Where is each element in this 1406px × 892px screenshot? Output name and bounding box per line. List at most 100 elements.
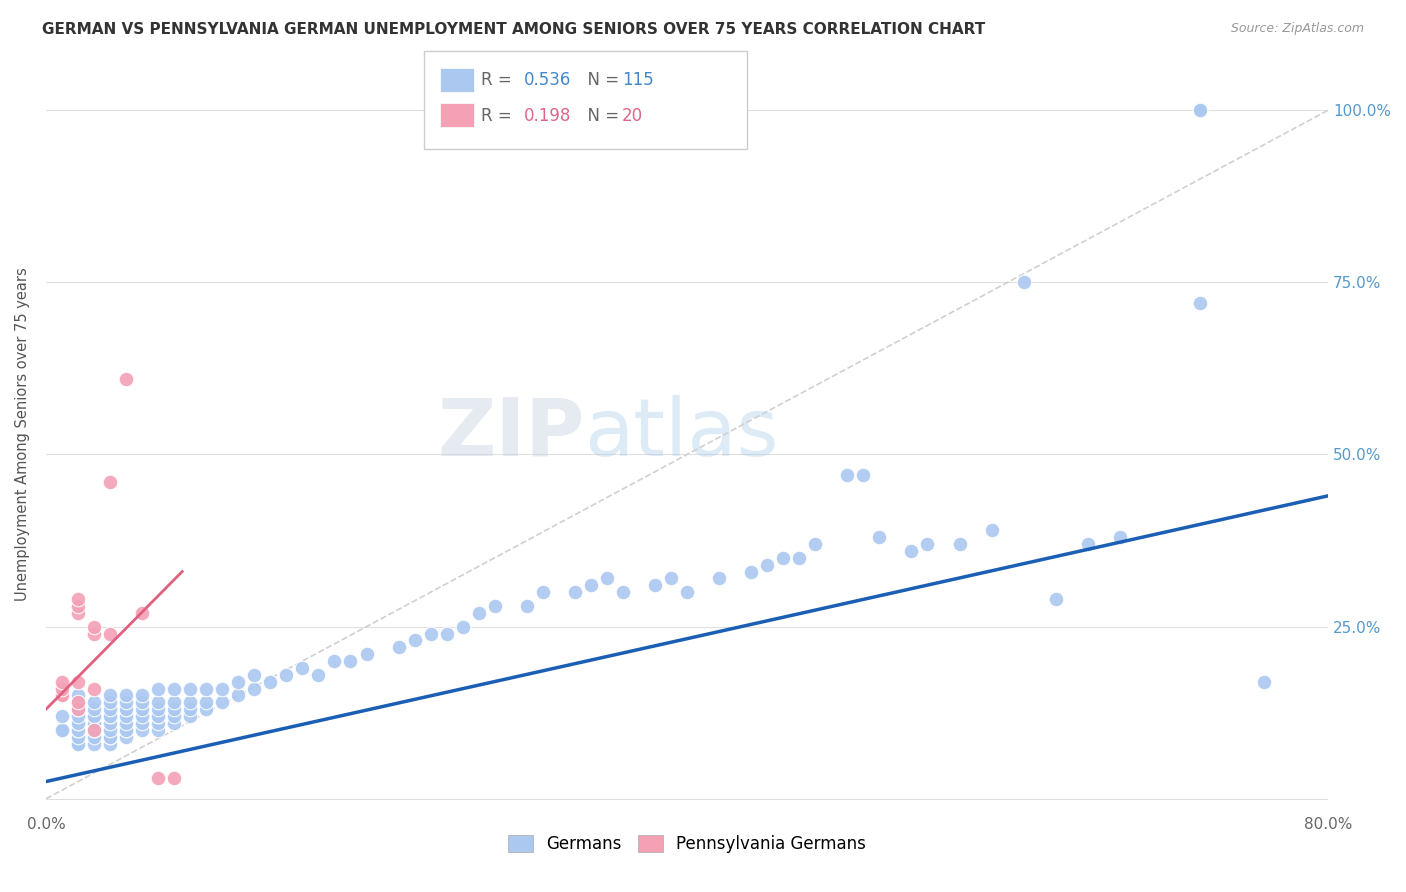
Point — [115, 730, 138, 744]
Point — [51, 674, 73, 689]
Point — [98, 730, 121, 744]
Point — [83, 730, 105, 744]
Point — [66, 674, 89, 689]
Point — [868, 530, 890, 544]
Point — [83, 709, 105, 723]
Point — [1045, 592, 1067, 607]
Point — [356, 647, 378, 661]
Point — [98, 709, 121, 723]
Point — [66, 730, 89, 744]
Point — [83, 723, 105, 737]
Point — [98, 737, 121, 751]
Point — [51, 723, 73, 737]
Point — [387, 640, 409, 655]
Point — [66, 702, 89, 716]
Text: R =: R = — [481, 71, 517, 89]
Text: 0.198: 0.198 — [523, 107, 571, 125]
Point — [83, 681, 105, 696]
Point — [146, 771, 169, 785]
Point — [772, 550, 794, 565]
Point — [917, 537, 939, 551]
Point — [1108, 530, 1130, 544]
Point — [115, 702, 138, 716]
Point — [83, 626, 105, 640]
Point — [195, 681, 218, 696]
Point — [83, 723, 105, 737]
Point — [163, 716, 186, 731]
Point — [83, 709, 105, 723]
Point — [516, 599, 538, 613]
Point — [163, 681, 186, 696]
Point — [195, 695, 218, 709]
Point — [226, 674, 249, 689]
Point — [131, 689, 153, 703]
Point — [83, 716, 105, 731]
Point — [211, 681, 233, 696]
Point — [900, 544, 922, 558]
Point — [467, 606, 489, 620]
Point — [115, 695, 138, 709]
Point — [484, 599, 506, 613]
Point — [1188, 103, 1211, 118]
Point — [66, 592, 89, 607]
Text: atlas: atlas — [585, 395, 779, 473]
Point — [1253, 674, 1275, 689]
Text: 115: 115 — [621, 71, 654, 89]
Point — [115, 723, 138, 737]
Point — [66, 702, 89, 716]
Point — [179, 681, 201, 696]
Point — [66, 716, 89, 731]
Text: 0.536: 0.536 — [523, 71, 571, 89]
Point — [163, 709, 186, 723]
Point — [179, 702, 201, 716]
Point — [676, 585, 699, 599]
Point — [179, 709, 201, 723]
Point — [66, 599, 89, 613]
Point — [83, 620, 105, 634]
Point — [291, 661, 314, 675]
Point — [948, 537, 970, 551]
Point — [211, 695, 233, 709]
Point — [83, 695, 105, 709]
Point — [131, 695, 153, 709]
Point — [852, 468, 875, 483]
Point — [804, 537, 827, 551]
Point — [243, 681, 266, 696]
Point — [98, 695, 121, 709]
Text: Source: ZipAtlas.com: Source: ZipAtlas.com — [1230, 22, 1364, 36]
Point — [596, 571, 619, 585]
Point — [146, 681, 169, 696]
Point — [564, 585, 586, 599]
Point — [66, 737, 89, 751]
Point — [323, 654, 346, 668]
Point — [339, 654, 361, 668]
Point — [226, 689, 249, 703]
Point — [146, 695, 169, 709]
Point — [451, 620, 474, 634]
Point — [66, 695, 89, 709]
Y-axis label: Unemployment Among Seniors over 75 years: Unemployment Among Seniors over 75 years — [15, 267, 30, 600]
Point — [276, 668, 298, 682]
Point — [1012, 276, 1035, 290]
Text: ZIP: ZIP — [437, 395, 585, 473]
Point — [146, 709, 169, 723]
Point — [66, 709, 89, 723]
Point — [115, 716, 138, 731]
Point — [98, 689, 121, 703]
Point — [115, 723, 138, 737]
Point — [195, 702, 218, 716]
Text: R =: R = — [481, 107, 517, 125]
Point — [756, 558, 779, 572]
Point — [146, 723, 169, 737]
Point — [404, 633, 426, 648]
Point — [66, 695, 89, 709]
Point — [115, 709, 138, 723]
Point — [51, 709, 73, 723]
Point — [146, 716, 169, 731]
Point — [98, 702, 121, 716]
Point — [83, 702, 105, 716]
Point — [115, 702, 138, 716]
Point — [66, 723, 89, 737]
Point — [98, 730, 121, 744]
Point — [419, 626, 441, 640]
